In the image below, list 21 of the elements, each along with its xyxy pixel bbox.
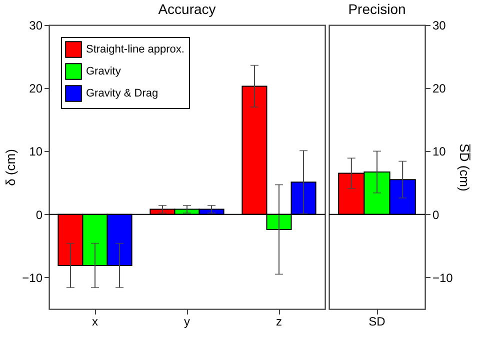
y-axis-title: δ (cm)	[3, 149, 18, 186]
y2-tick-label: 30	[432, 18, 446, 32]
legend-label: Gravity & Drag	[86, 88, 158, 100]
y-tick-label: 20	[29, 82, 43, 96]
legend-label: Gravity	[86, 66, 122, 78]
y-tick-label: 10	[29, 144, 43, 159]
y-tick-label: 0	[36, 208, 43, 222]
x-tick-label: x	[92, 314, 98, 328]
y-tick-label: 30	[29, 18, 43, 32]
y2-axis-title: S̅D̅ (cm)	[456, 144, 472, 192]
x-tick-label: SD	[368, 314, 386, 328]
x-tick-label: z	[276, 314, 282, 328]
chart-title: Accuracy	[158, 1, 216, 17]
x-tick-label: y	[184, 314, 190, 328]
y2-tick-label: −10	[432, 270, 454, 285]
chart-title: Precision	[348, 1, 406, 17]
y2-tick-label: 20	[432, 82, 446, 96]
y-tick-label: −10	[22, 270, 43, 285]
y2-tick-label: 10	[432, 144, 446, 159]
legend-label: Straight-line approx.	[86, 44, 184, 56]
y2-tick-label: 0	[432, 208, 440, 222]
